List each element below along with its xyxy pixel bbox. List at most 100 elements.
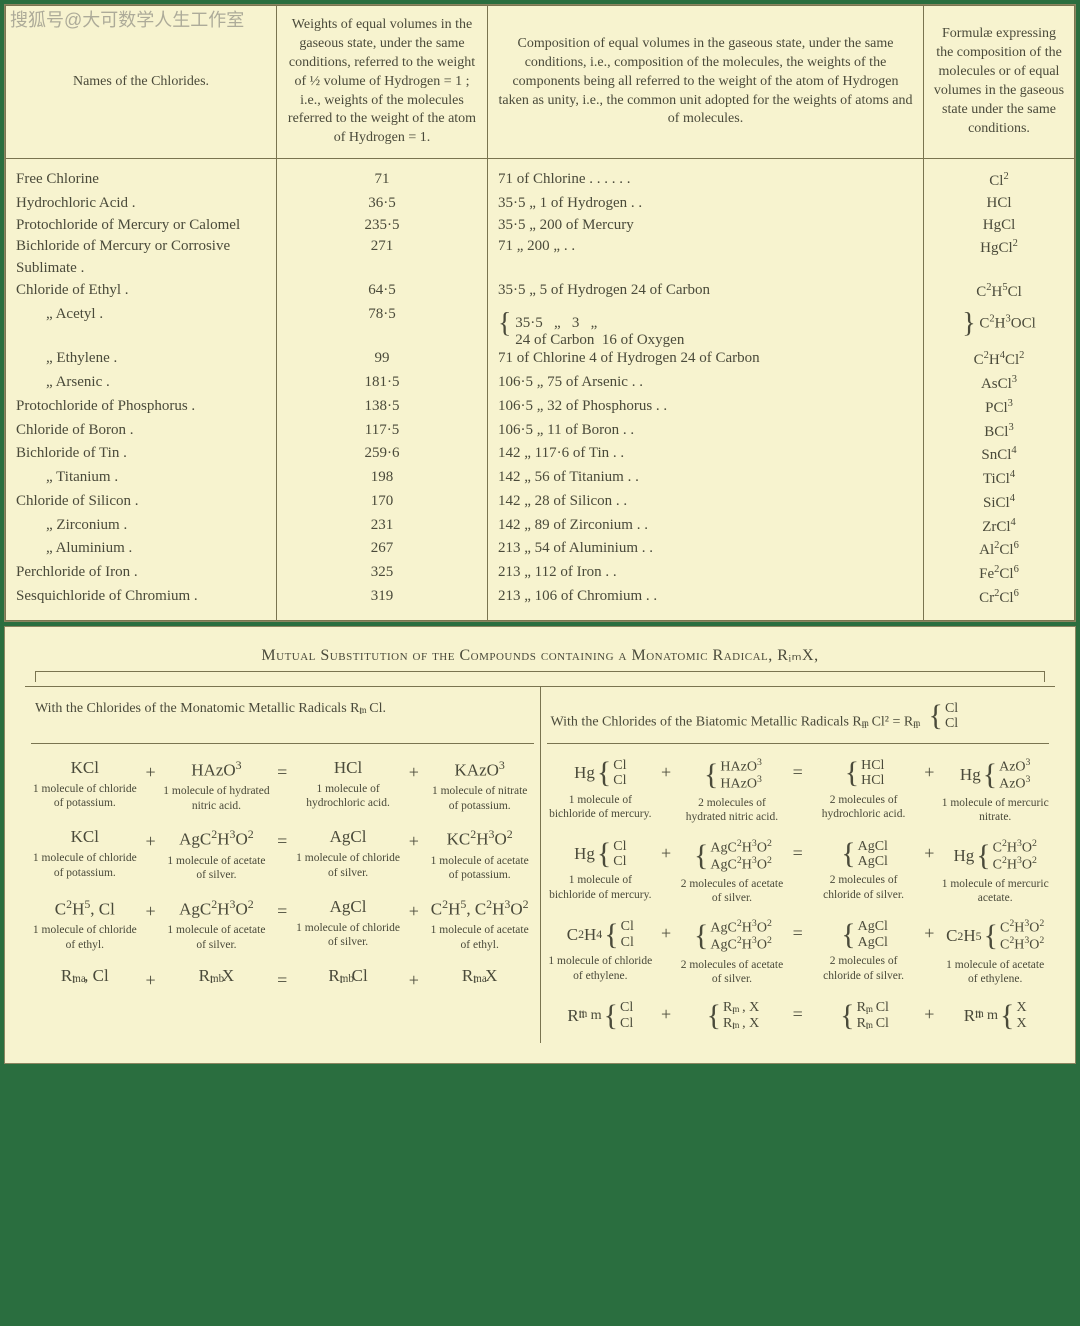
table-row: Free Chlorine7171 of Chlorine . . . . . … xyxy=(6,159,1075,193)
table-row: Perchloride of Iron .325213 „ 112 of Iro… xyxy=(6,562,1075,586)
header-formulae: Formulæ expressing the composition of th… xyxy=(924,6,1075,159)
cell-composition: 142 „ 28 of Silicon . . xyxy=(488,491,924,515)
cell-name: „ Zirconium . xyxy=(6,515,277,539)
operator: + xyxy=(143,966,159,991)
cell-composition: 142 „ 117·6 of Tin . . xyxy=(488,443,924,467)
cell-formula: HgCl2 xyxy=(924,236,1075,280)
table-row: Chloride of Ethyl .64·535·5 „ 5 of Hydro… xyxy=(6,280,1075,304)
table-row: „ Zirconium .231142 „ 89 of Zirconium . … xyxy=(6,515,1075,539)
cell-name: Chloride of Silicon . xyxy=(6,491,277,515)
cell-name: Protochloride of Phosphorus . xyxy=(6,396,277,420)
cell-composition: 71 of Chlorine . . . . . . xyxy=(488,159,924,193)
cell-name: Sesquichloride of Chromium . xyxy=(6,586,277,620)
cell-formula: Fe2Cl6 xyxy=(924,562,1075,586)
cell-formula: SiCl4 xyxy=(924,491,1075,515)
cell-formula: C2H4Cl2 xyxy=(924,348,1075,372)
equation-term: {HClHCl2 molecules of hydrochloric acid. xyxy=(810,758,918,822)
equation-term: Riimm{XX xyxy=(941,1000,1049,1031)
equation-term: C2H5{C2H3O2C2H3O21 molecule of acetate o… xyxy=(941,919,1049,986)
equation-term: C2H5, C2H3O21 molecule of acetate of eth… xyxy=(426,897,534,952)
cell-name: Bichloride of Mercury or Corrosive Subli… xyxy=(6,236,277,280)
cell-name: „ Acetyl . xyxy=(6,304,277,349)
cell-formula: C2H5Cl xyxy=(924,280,1075,304)
equation-row: Hg{ClCl1 molecule of bichloride of mercu… xyxy=(547,839,1050,906)
cell-weight: 36·5 xyxy=(277,193,488,215)
equation-term: Hg{AzO3AzO31 molecule of mercuric nitrat… xyxy=(941,758,1049,825)
cell-formula: PCl3 xyxy=(924,396,1075,420)
table-row: Bichloride of Tin .259·6142 „ 117·6 of T… xyxy=(6,443,1075,467)
cell-weight: 117·5 xyxy=(277,420,488,444)
equation-term: KCl1 molecule of chloride of potassium. xyxy=(31,758,139,811)
cell-composition: 142 „ 56 of Titanium . . xyxy=(488,467,924,491)
cell-composition: 213 „ 54 of Aluminium . . xyxy=(488,538,924,562)
table-row: Chloride of Silicon .170142 „ 28 of Sili… xyxy=(6,491,1075,515)
title-brace xyxy=(35,671,1045,682)
equation-term: KC2H3O21 molecule of acetate of potassiu… xyxy=(426,827,534,882)
cell-weight: 198 xyxy=(277,467,488,491)
operator: = xyxy=(274,827,290,852)
cell-name: Bichloride of Tin . xyxy=(6,443,277,467)
operator: + xyxy=(143,897,159,922)
equation-term: AgCl1 molecule of chloride of silver. xyxy=(294,897,402,950)
left-column: With the Chlorides of the Monatomic Meta… xyxy=(25,687,540,1043)
cell-formula: SnCl4 xyxy=(924,443,1075,467)
cell-composition: 35·5 „ 5 of Hydrogen 24 of Carbon xyxy=(488,280,924,304)
cell-composition: 106·5 „ 75 of Arsenic . . xyxy=(488,372,924,396)
equation-term: {Rim, XRim, X xyxy=(678,1000,786,1031)
table-row: „ Arsenic .181·5106·5 „ 75 of Arsenic . … xyxy=(6,372,1075,396)
cell-composition: 106·5 „ 32 of Phosphorus . . xyxy=(488,396,924,420)
operator: = xyxy=(790,1000,806,1025)
cell-weight: 235·5 xyxy=(277,215,488,237)
cell-composition: { 35·5 „ 3 „24 of Carbon 16 of Oxygen xyxy=(488,304,924,349)
operator: + xyxy=(921,839,937,864)
cell-name: „ Arsenic . xyxy=(6,372,277,396)
cell-formula: ZrCl4 xyxy=(924,515,1075,539)
cell-name: Chloride of Ethyl . xyxy=(6,280,277,304)
equation-term: Hg{ClCl1 molecule of bichloride of mercu… xyxy=(547,758,655,822)
operator: + xyxy=(658,758,674,783)
operator: + xyxy=(143,827,159,852)
equation-term: {AgClAgCl2 molecules of chloride of silv… xyxy=(810,919,918,983)
cell-composition: 106·5 „ 11 of Boron . . xyxy=(488,420,924,444)
operator: + xyxy=(658,919,674,944)
cell-composition: 213 „ 106 of Chromium . . xyxy=(488,586,924,620)
substitution-panel: Mutual Substitution of the Compounds con… xyxy=(4,626,1076,1064)
cell-weight: 319 xyxy=(277,586,488,620)
cell-weight: 181·5 xyxy=(277,372,488,396)
equation-term: RimbCl xyxy=(294,966,402,986)
cell-formula: AsCl3 xyxy=(924,372,1075,396)
operator: + xyxy=(921,758,937,783)
table-row: „ Acetyl .78·5{ 35·5 „ 3 „24 of Carbon 1… xyxy=(6,304,1075,349)
cell-name: „ Ethylene . xyxy=(6,348,277,372)
cell-weight: 267 xyxy=(277,538,488,562)
cell-weight: 138·5 xyxy=(277,396,488,420)
cell-formula: TiCl4 xyxy=(924,467,1075,491)
cell-composition: 71 „ 200 „ . . xyxy=(488,236,924,280)
operator: + xyxy=(921,919,937,944)
cell-name: „ Titanium . xyxy=(6,467,277,491)
equation-row: KCl1 molecule of chloride of potassium.+… xyxy=(31,827,534,882)
operator: + xyxy=(406,827,422,852)
cell-formula: HCl xyxy=(924,193,1075,215)
equation-term: {RimClRimCl xyxy=(810,1000,918,1031)
left-column-head: With the Chlorides of the Monatomic Meta… xyxy=(31,697,534,744)
equation-term: KAzO31 molecule of nitrate of potassium. xyxy=(426,758,534,813)
operator: + xyxy=(406,897,422,922)
cell-formula: HgCl xyxy=(924,215,1075,237)
header-weights: Weights of equal volumes in the gaseous … xyxy=(277,6,488,159)
equation-term: {AgC2H3O2AgC2H3O22 molecules of acetate … xyxy=(678,919,786,986)
cell-formula: } C2H3OCl xyxy=(924,304,1075,349)
chlorides-table-panel: Names of the Chlorides. Weights of equal… xyxy=(4,4,1076,622)
header-composition: Composition of equal volumes in the gase… xyxy=(488,6,924,159)
substitution-title: Mutual Substitution of the Compounds con… xyxy=(25,645,1055,665)
cell-name: Chloride of Boron . xyxy=(6,420,277,444)
equation-term: Riimm{ClCl xyxy=(547,1000,655,1031)
table-row: „ Titanium .198142 „ 56 of Titanium . .T… xyxy=(6,467,1075,491)
equation-term: Hg{ClCl1 molecule of bichloride of mercu… xyxy=(547,839,655,903)
operator: = xyxy=(274,897,290,922)
cell-weight: 170 xyxy=(277,491,488,515)
cell-composition: 213 „ 112 of Iron . . xyxy=(488,562,924,586)
table-row: „ Aluminium .267213 „ 54 of Aluminium . … xyxy=(6,538,1075,562)
equation-term: Rima, Cl xyxy=(31,966,139,986)
operator: + xyxy=(406,966,422,991)
